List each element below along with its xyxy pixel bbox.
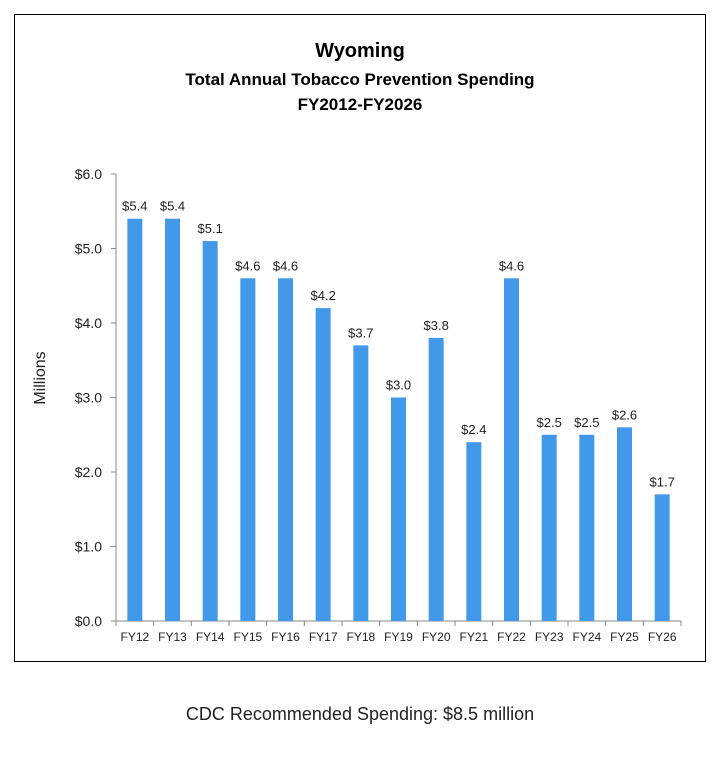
- data-label: $2.5: [537, 415, 562, 430]
- data-label: $4.6: [235, 258, 260, 273]
- data-label: $5.1: [198, 221, 223, 236]
- chart-frame: [14, 14, 706, 662]
- bar-fy22: [504, 278, 519, 621]
- y-tick-label: $0.0: [75, 613, 102, 629]
- bar-chart: Wyoming Total Annual Tobacco Prevention …: [32, 40, 682, 644]
- bar-fy23: [541, 434, 557, 621]
- x-tick-label: FY17: [309, 630, 338, 644]
- cdc-recommended-note: CDC Recommended Spending: $8.5 million: [185, 704, 535, 724]
- x-tick-label: FY15: [233, 630, 262, 644]
- bar-fy20: [428, 337, 444, 621]
- x-tick-label: FY12: [120, 630, 149, 644]
- data-label: $2.6: [612, 407, 637, 422]
- x-tick-label: FY13: [158, 630, 187, 644]
- bar-fy21: [466, 442, 482, 621]
- chart-title: Wyoming: [315, 40, 405, 62]
- bar-fy18: [353, 345, 369, 621]
- data-label: $2.5: [574, 415, 599, 430]
- data-label: $5.4: [160, 199, 185, 214]
- data-label: $5.4: [122, 199, 147, 214]
- bar-fy12: [127, 218, 143, 621]
- bar-fy16: [278, 278, 293, 621]
- x-tick-label: FY23: [535, 630, 564, 644]
- y-tick-label: $6.0: [75, 166, 102, 182]
- chart-subtitle-2: FY2012-FY2026: [298, 95, 423, 114]
- x-tick-label: FY14: [196, 630, 225, 644]
- data-label: $4.6: [499, 258, 524, 273]
- bar-fy14: [202, 241, 218, 622]
- y-axis-label: Millions: [32, 351, 49, 404]
- x-tick-label: FY25: [610, 630, 639, 644]
- bar-fy17: [315, 308, 331, 621]
- data-label: $2.4: [461, 422, 486, 437]
- data-label: $4.6: [273, 258, 298, 273]
- x-tick-label: FY21: [459, 630, 488, 644]
- bar-fy15: [240, 278, 256, 621]
- bar-fy26: [654, 494, 670, 621]
- bar-fy19: [391, 397, 406, 621]
- y-tick-label: $1.0: [75, 539, 102, 555]
- data-label: $3.0: [386, 378, 411, 393]
- y-tick-label: $2.0: [75, 464, 102, 480]
- x-tick-label: FY18: [346, 630, 375, 644]
- x-tick-label: FY19: [384, 630, 413, 644]
- x-tick-label: FY24: [572, 630, 601, 644]
- bar-fy13: [165, 218, 180, 621]
- x-tick-label: FY20: [422, 630, 451, 644]
- data-label: $4.2: [311, 288, 336, 303]
- x-tick-label: FY16: [271, 630, 300, 644]
- y-tick-label: $4.0: [75, 315, 102, 331]
- data-label: $3.7: [348, 325, 373, 340]
- bar-fy25: [617, 427, 632, 621]
- x-tick-label: FY22: [497, 630, 526, 644]
- x-tick-label: FY26: [648, 630, 677, 644]
- y-tick-label: $5.0: [75, 241, 102, 257]
- bar-fy24: [579, 434, 595, 621]
- y-tick-label: $3.0: [75, 390, 102, 406]
- chart-subtitle-1: Total Annual Tobacco Prevention Spending: [185, 70, 534, 89]
- data-label: $3.8: [424, 318, 449, 333]
- data-label: $1.7: [650, 474, 675, 489]
